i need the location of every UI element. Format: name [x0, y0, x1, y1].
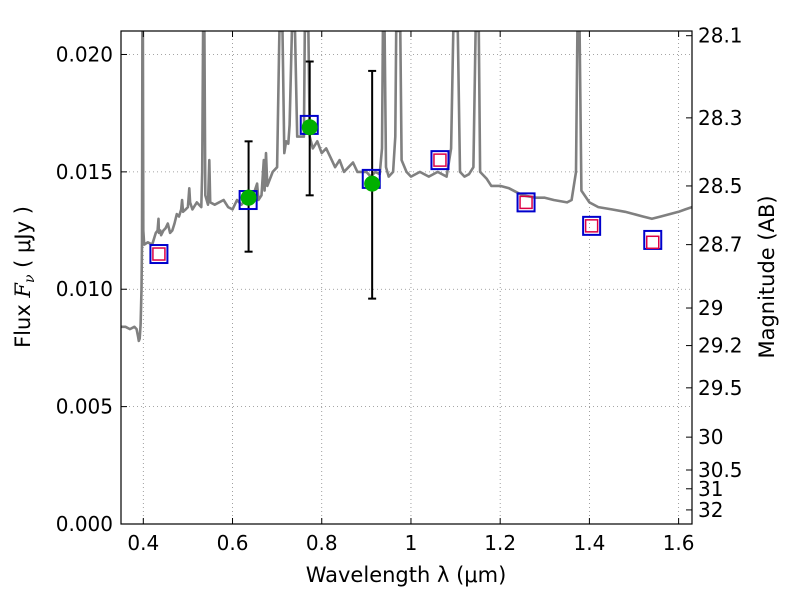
- predicted-flux-square: [152, 247, 166, 261]
- y-axis-label-unit: ( μJy ): [11, 206, 35, 274]
- observed-flux-point: [240, 189, 257, 206]
- plot-frame: [120, 30, 693, 525]
- y2-tick-label: 28.1: [698, 24, 743, 48]
- x-axis-label: Wavelength λ (μm): [306, 563, 507, 587]
- x-tick-label: 1: [405, 531, 418, 555]
- y-tick-label: 0.010: [56, 277, 113, 301]
- observed-flux-point: [364, 175, 381, 192]
- y2-axis-label: Magnitude (AB): [755, 195, 779, 358]
- predicted-flux-square: [584, 219, 599, 233]
- x-tick-label: 1.6: [663, 531, 695, 555]
- y2-tick-label: 31: [698, 477, 723, 501]
- y2-tick-label: 30.5: [698, 458, 743, 482]
- x-tick-label: 1.4: [573, 531, 605, 555]
- model-photometry-box: [149, 244, 169, 265]
- y2-tick-label: 29.5: [698, 376, 743, 400]
- x-tick-label: 0.4: [127, 531, 159, 555]
- y2-tick-label: 32: [698, 498, 723, 522]
- y2-tick-label: 28.3: [698, 106, 743, 130]
- predicted-flux-square: [519, 195, 533, 210]
- y-axis-label-symbol: F: [11, 282, 35, 299]
- grid: [121, 31, 692, 525]
- y-tick-label: 0.015: [56, 160, 113, 184]
- x-tick-label: 0.6: [217, 531, 249, 555]
- predicted-flux-square: [433, 153, 447, 167]
- y-axis-label-prefix: Flux: [11, 298, 35, 348]
- model-photometry-box: [516, 192, 536, 213]
- y2-tick-label: 29: [698, 296, 723, 320]
- predicted-flux-square: [645, 235, 660, 250]
- y-tick-label: 0.000: [56, 512, 113, 536]
- y2-tick-label: 28.7: [698, 233, 743, 257]
- y2-tick-label: 30: [698, 425, 723, 449]
- y-axis-label: Flux Fν ( μJy ): [11, 206, 38, 348]
- y2-tick-label: 29.2: [698, 334, 743, 358]
- x-tick-label: 1.2: [484, 531, 516, 555]
- axis-ticks: 0.4 0.6 0.8 1 1.2 1.4 1.6 0.000 0.005 0.010 0.015 0…: [56, 24, 743, 555]
- model-photometry-box: [582, 215, 602, 236]
- observed-flux-point: [301, 119, 318, 136]
- y-tick-label: 0.020: [56, 42, 113, 66]
- x-tick-label: 0.8: [306, 531, 338, 555]
- y-axis-label-subscript: ν: [22, 274, 38, 283]
- plot-area: [121, 31, 692, 343]
- y2-tick-label: 28.5: [698, 174, 743, 198]
- model-sed-line: [121, 31, 692, 343]
- model-photometry-box: [430, 150, 450, 171]
- y-tick-label: 0.005: [56, 395, 113, 419]
